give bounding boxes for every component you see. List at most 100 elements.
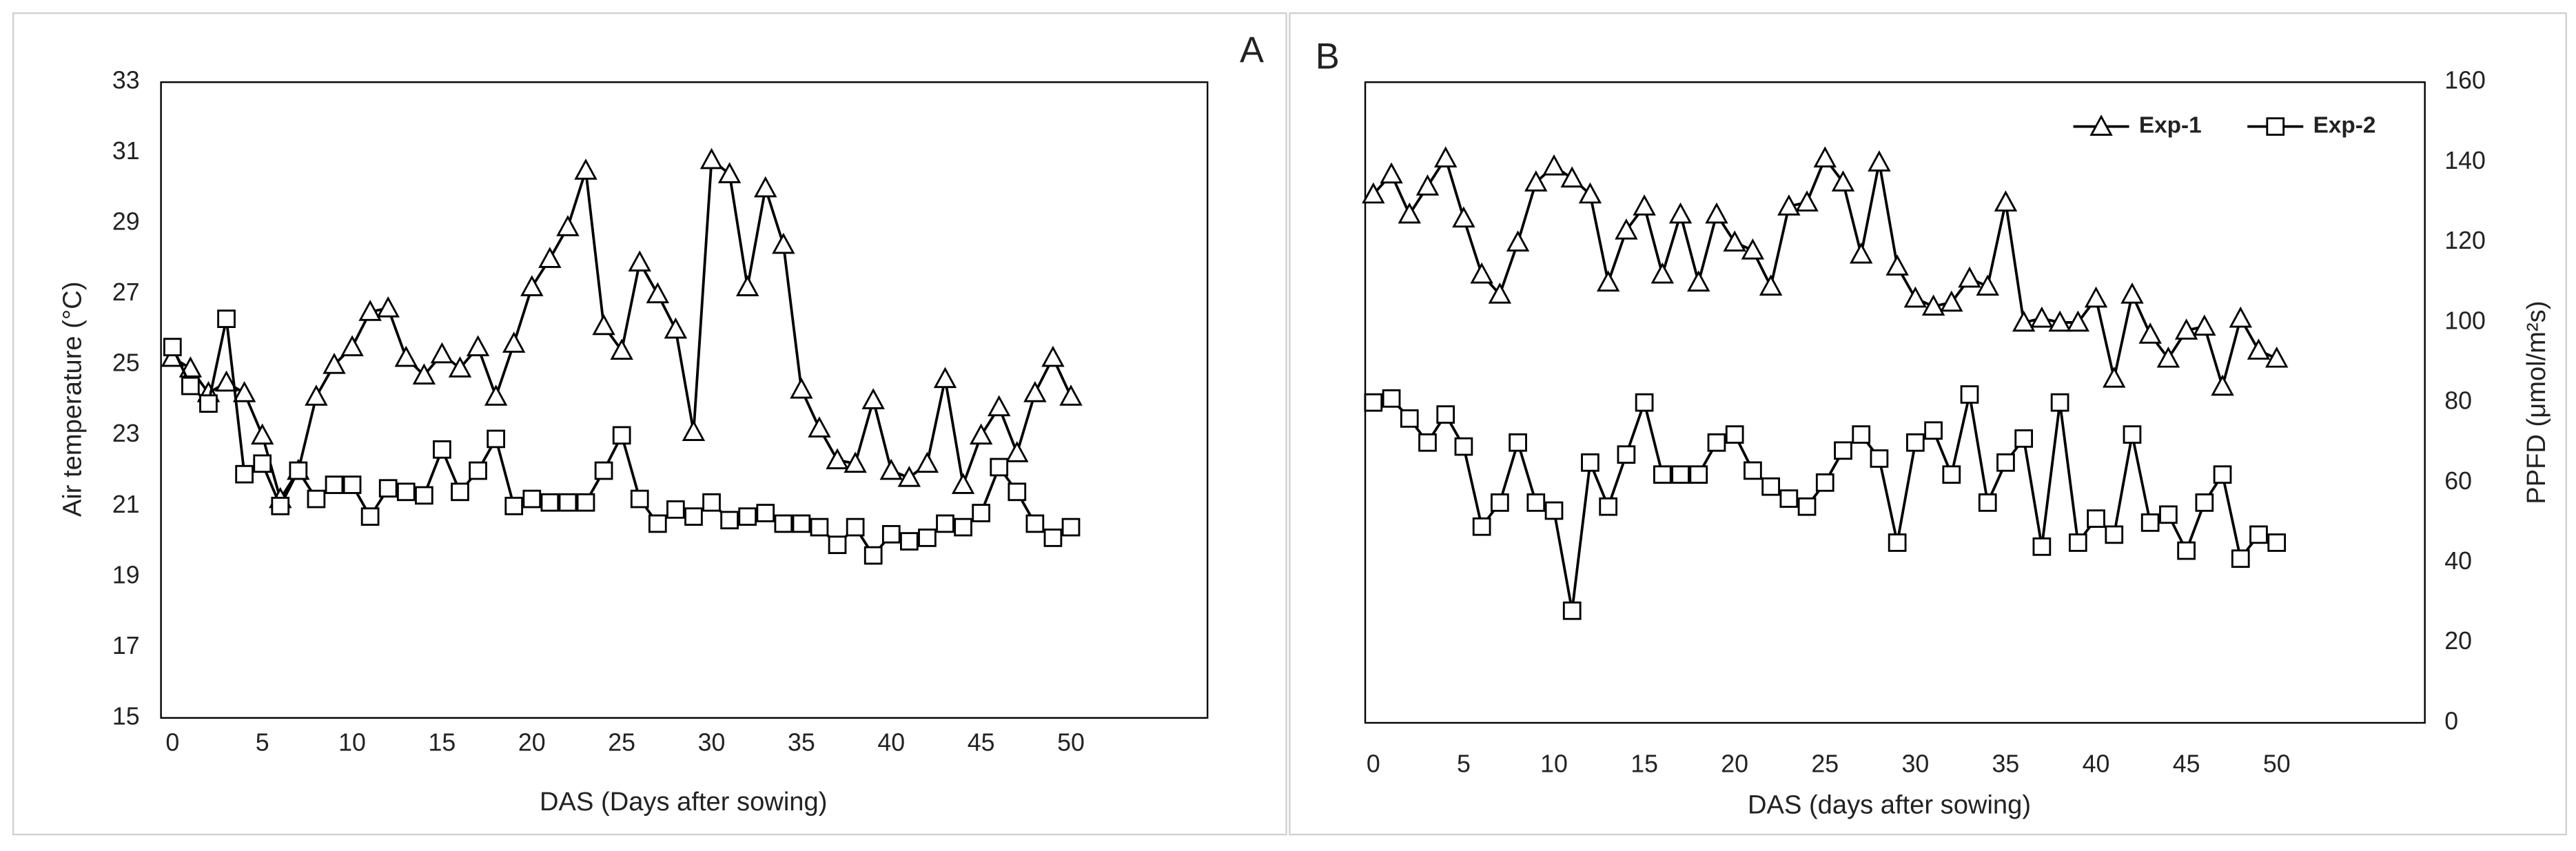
data-point	[951, 473, 975, 494]
data-point	[305, 385, 328, 406]
data-point	[250, 423, 274, 445]
data-point	[1942, 465, 1961, 484]
data-point	[2087, 509, 2105, 528]
data-point	[808, 416, 831, 438]
x-axis-title: DAS (Days after sowing)	[540, 787, 827, 817]
data-point	[1885, 254, 1909, 276]
data-point	[612, 426, 631, 445]
data-point	[181, 376, 200, 396]
data-point	[1741, 238, 1765, 260]
panel-frame	[1289, 12, 2567, 836]
data-point	[2249, 525, 2268, 544]
series-line	[172, 157, 1072, 502]
data-point	[1960, 385, 1979, 404]
data-point	[520, 275, 544, 296]
x-tick-label: 5	[1457, 750, 1471, 777]
data-point	[1488, 282, 1512, 304]
data-point	[2103, 366, 2126, 388]
data-point	[863, 546, 883, 565]
data-point	[1725, 425, 1744, 444]
data-point	[1924, 421, 1943, 440]
data-point	[343, 475, 362, 494]
data-point	[2048, 310, 2072, 332]
data-point	[1723, 230, 1746, 252]
data-point	[340, 335, 364, 357]
data-point	[1578, 182, 1602, 204]
data-point	[502, 331, 526, 353]
data-point	[2265, 346, 2289, 368]
y-tick-label: 31	[112, 137, 140, 165]
data-point	[1398, 202, 1421, 224]
data-point	[915, 451, 939, 473]
x-tick-label: 50	[2263, 750, 2291, 777]
data-point	[1744, 461, 1762, 480]
data-point	[1958, 266, 1981, 288]
data-point	[630, 489, 649, 509]
data-point	[2177, 541, 2196, 560]
data-point	[1599, 497, 1618, 516]
data-point	[990, 458, 1009, 477]
data-point	[235, 464, 254, 484]
data-point	[199, 394, 218, 413]
data-point	[163, 338, 182, 357]
data-point	[592, 314, 615, 336]
data-point	[2138, 322, 2162, 344]
data-point	[2174, 318, 2198, 340]
data-point	[988, 395, 1011, 417]
data-point	[954, 517, 972, 537]
data-point	[717, 162, 742, 183]
data-point	[2211, 374, 2234, 396]
data-point	[1472, 517, 1491, 536]
x-tick-label: 5	[256, 728, 269, 756]
data-point	[969, 423, 993, 445]
data-point	[1797, 497, 1817, 516]
data-point	[538, 247, 562, 268]
data-point	[1380, 162, 1403, 184]
data-point	[522, 489, 542, 509]
data-point	[307, 489, 326, 509]
data-point	[1491, 493, 1509, 512]
data-point	[828, 535, 847, 555]
data-point	[1560, 166, 1584, 188]
data-point	[897, 466, 921, 487]
data-point	[214, 370, 238, 392]
data-point	[1364, 393, 1383, 412]
data-point	[1581, 453, 1599, 472]
data-point	[666, 500, 685, 519]
data-point	[378, 479, 398, 498]
panel-label: B	[1316, 37, 1340, 77]
y-tick-label: 23	[112, 420, 140, 447]
legend-label: Exp-2	[2313, 112, 2376, 138]
data-point	[1668, 202, 1693, 224]
data-point	[1617, 445, 1636, 464]
data-point	[1023, 381, 1047, 402]
data-point	[972, 504, 991, 522]
y-tick-label: 60	[2444, 467, 2472, 495]
y-tick-label: 25	[112, 349, 140, 377]
data-point	[1008, 482, 1027, 502]
y-tick-label: 100	[2444, 307, 2486, 334]
data-point	[1650, 262, 1675, 284]
x-tick-label: 40	[2083, 750, 2110, 777]
data-point	[1470, 262, 1493, 284]
data-point	[1903, 286, 1928, 308]
data-point	[1400, 409, 1419, 428]
data-point	[881, 524, 901, 544]
x-tick-label: 25	[608, 728, 635, 756]
x-tick-label: 0	[1367, 750, 1380, 777]
data-point	[358, 300, 382, 321]
data-point	[2030, 306, 2054, 328]
series-line	[1372, 155, 2278, 391]
data-point	[664, 317, 688, 339]
data-point	[879, 458, 903, 480]
data-point	[1633, 194, 1656, 216]
data-point	[396, 482, 416, 502]
data-point	[1005, 441, 1029, 462]
panel-label: A	[1240, 30, 1264, 70]
data-point	[504, 496, 524, 515]
data-point	[1059, 385, 1083, 406]
y-tick-label: 20	[2444, 627, 2472, 655]
data-point	[702, 493, 721, 512]
data-point	[1415, 174, 1440, 196]
